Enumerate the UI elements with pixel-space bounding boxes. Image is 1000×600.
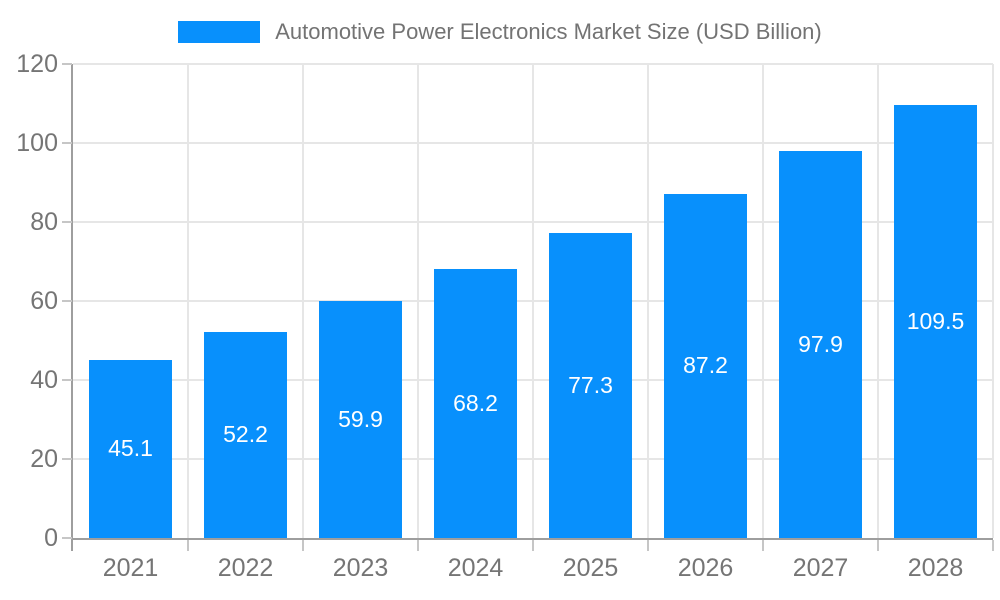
- y-tick-label: 40: [30, 366, 58, 394]
- x-tick-label: 2028: [907, 554, 964, 582]
- bar-value-label: 52.2: [223, 421, 268, 448]
- bar: 77.3: [549, 232, 632, 538]
- v-gridline: [762, 64, 764, 538]
- v-gridline: [302, 64, 304, 538]
- x-tick: [877, 540, 879, 551]
- x-tick: [762, 540, 764, 551]
- bar-value-label: 87.2: [683, 352, 728, 379]
- y-tick: [62, 142, 72, 144]
- x-tick: [992, 540, 994, 551]
- y-tick: [62, 300, 72, 302]
- x-tick-label: 2027: [792, 554, 849, 582]
- y-tick: [62, 537, 72, 539]
- y-tick: [62, 63, 72, 65]
- bar-value-label: 109.5: [906, 308, 965, 335]
- bar-value-label: 77.3: [568, 371, 613, 398]
- y-tick-label: 100: [16, 129, 58, 157]
- bar: 109.5: [894, 105, 977, 538]
- legend-swatch: [178, 21, 261, 43]
- bar: 97.9: [779, 151, 862, 538]
- bar-value-label: 68.2: [453, 389, 498, 416]
- y-tick: [62, 221, 72, 223]
- legend: Automotive Power Electronics Market Size…: [0, 17, 1000, 47]
- x-tick: [302, 540, 304, 551]
- x-tick: [532, 540, 534, 551]
- x-axis-line: [71, 538, 993, 540]
- bar-value-label: 59.9: [338, 406, 383, 433]
- v-gridline: [532, 64, 534, 538]
- v-gridline: [187, 64, 189, 538]
- x-tick: [187, 540, 189, 551]
- legend-label: Automotive Power Electronics Market Size…: [275, 19, 822, 44]
- bar: 59.9: [319, 301, 402, 538]
- x-tick: [417, 540, 419, 551]
- bar: 87.2: [664, 193, 747, 538]
- y-tick-label: 0: [44, 524, 58, 552]
- y-tick-label: 20: [30, 445, 58, 473]
- y-axis-line: [71, 64, 73, 551]
- x-tick-label: 2023: [332, 554, 389, 582]
- bar: 52.2: [204, 331, 287, 538]
- x-tick-label: 2025: [562, 554, 619, 582]
- bar: 45.1: [89, 359, 172, 538]
- y-tick-label: 80: [30, 208, 58, 236]
- bar: 68.2: [434, 268, 517, 538]
- v-gridline: [992, 64, 994, 538]
- x-tick-label: 2022: [217, 554, 274, 582]
- plot-area: 45.1 52.2 59.9 68.2 77.3 87.2 97.9 109.5: [73, 63, 994, 538]
- y-tick: [62, 379, 72, 381]
- y-tick-label: 120: [16, 50, 58, 78]
- y-tick-label: 60: [30, 287, 58, 315]
- x-tick: [647, 540, 649, 551]
- x-tick-label: 2021: [102, 554, 159, 582]
- y-tick: [62, 458, 72, 460]
- v-gridline: [647, 64, 649, 538]
- v-gridline: [417, 64, 419, 538]
- x-tick-label: 2026: [677, 554, 734, 582]
- v-gridline: [877, 64, 879, 538]
- bar-value-label: 45.1: [108, 435, 153, 462]
- x-tick-label: 2024: [447, 554, 504, 582]
- bar-value-label: 97.9: [798, 331, 843, 358]
